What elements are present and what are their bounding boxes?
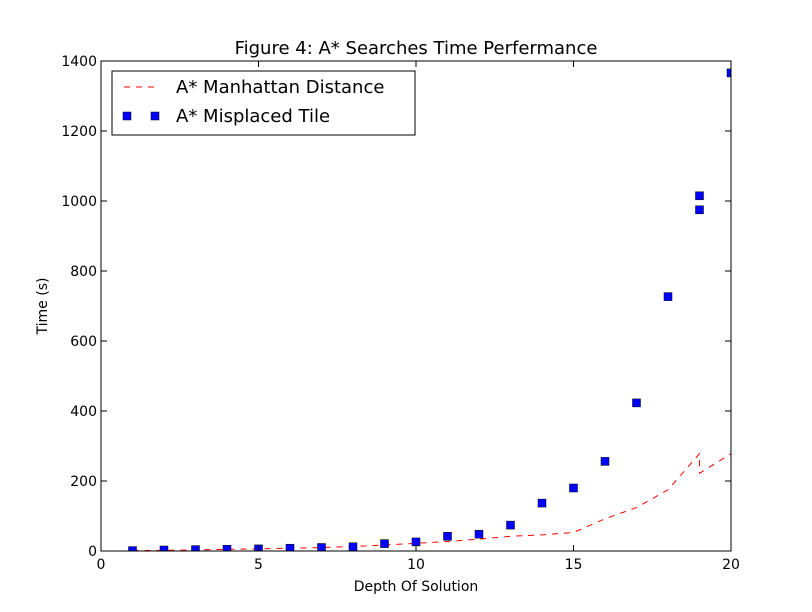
series-line-manhattan	[132, 452, 731, 551]
x-tick-label: 5	[254, 557, 263, 573]
data-point-misplaced-6	[317, 543, 326, 551]
data-point-misplaced-11	[474, 529, 484, 539]
data-point-misplaced-5	[285, 543, 295, 551]
y-tick-label: 400	[70, 404, 97, 420]
legend: A* Manhattan Distance A* Misplaced Tile	[111, 70, 416, 136]
data-point-misplaced-8	[380, 539, 389, 548]
chart-title: Figure 4: A* Searches Time Perfermance	[235, 38, 598, 59]
data-point-misplaced-14	[569, 483, 578, 493]
data-point-misplaced-3	[222, 545, 232, 551]
x-tick-label: 10	[407, 557, 425, 573]
legend-box	[111, 70, 416, 136]
x-tick-label: 0	[97, 557, 106, 573]
legend-swatch-misplaced-1	[122, 111, 132, 121]
data-point-misplaced-2	[191, 545, 200, 551]
data-point-misplaced-10	[443, 532, 452, 541]
data-point-misplaced-7	[348, 542, 358, 551]
y-tick-label: 800	[70, 264, 97, 280]
data-point-misplaced-19	[695, 205, 704, 215]
data-point-misplaced-16	[632, 398, 641, 408]
legend-swatch-misplaced-2	[150, 111, 160, 121]
y-axis-title: Time (s)	[35, 278, 51, 336]
data-point-misplaced-12	[506, 520, 515, 530]
x-tick-label: 15	[565, 557, 583, 573]
y-tick-label: 1000	[61, 194, 97, 210]
x-tick-label: 20	[722, 557, 740, 573]
legend-label-misplaced: A* Misplaced Tile	[176, 106, 330, 127]
data-point-misplaced-17	[663, 292, 673, 301]
y-tick-label: 1200	[61, 124, 97, 140]
y-tick-label: 600	[70, 334, 97, 350]
y-tick-label: 200	[70, 474, 97, 490]
data-point-misplaced-18	[695, 191, 704, 201]
y-tick-label: 0	[88, 544, 97, 560]
legend-label-manhattan: A* Manhattan Distance	[176, 77, 384, 98]
data-point-misplaced-20	[726, 68, 731, 78]
plot-frame	[100, 60, 732, 552]
x-axis-title: Depth Of Solution	[354, 579, 479, 595]
data-point-misplaced-9	[411, 537, 421, 547]
data-point-misplaced-15	[600, 457, 610, 466]
y-tick-label: 1400	[61, 54, 97, 70]
data-point-misplaced-1	[159, 545, 169, 551]
data-point-misplaced-13	[537, 498, 547, 508]
plot-area	[101, 61, 731, 551]
